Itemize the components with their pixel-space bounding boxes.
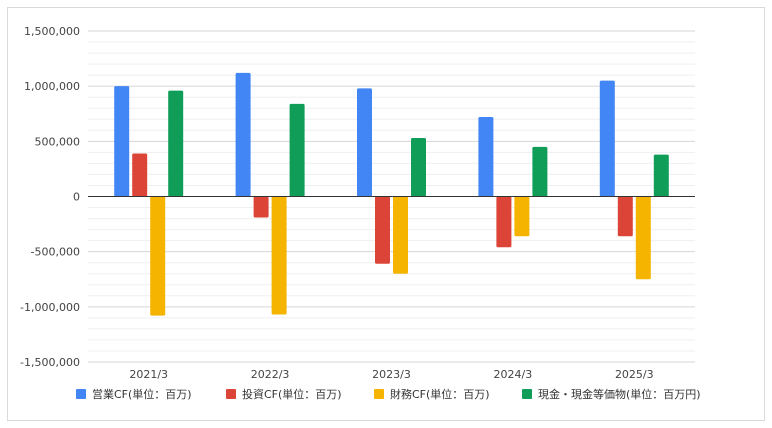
bar [617,196,633,237]
x-tick-label: 2023/3 [372,368,411,381]
x-tick-label: 2025/3 [615,368,654,381]
bar [635,196,651,280]
legend-swatch [226,389,236,399]
bar [393,196,408,274]
bar [168,90,184,197]
legend-swatch [76,389,86,399]
x-tick-label: 2024/3 [494,368,533,381]
y-axis: 1,500,000 1,000,000 500,000 0 -500,000 -1,000… [20,25,80,369]
bar [653,154,669,197]
bar [132,153,148,197]
legend-swatch [374,389,384,399]
bars [114,72,669,316]
bar [271,196,287,315]
y-tick-label: 500,000 [35,135,81,148]
legend-label: 現金・現金等価物(単位：百万円) [538,387,701,401]
y-tick-label: 1,000,000 [24,80,80,93]
bar [478,117,494,197]
bar [253,196,269,218]
gridlines [88,30,695,363]
y-tick-label: 0 [73,191,80,204]
legend: 営業CF(単位：百万) 投資CF(単位：百万) 財務CF(単位：百万) 現金・現金等価… [76,387,701,401]
y-tick-label: -1,000,000 [20,301,80,314]
legend-swatch [522,389,532,399]
legend-label: 営業CF(単位：百万) [92,387,192,401]
bar [514,196,530,237]
bar [289,103,305,197]
bar [150,196,166,316]
y-tick-label: -500,000 [31,246,80,259]
bar [235,72,251,197]
bar [496,196,512,248]
bar [599,80,615,197]
legend-label: 財務CF(単位：百万) [390,387,490,401]
bar [357,88,372,197]
bar [411,138,426,197]
bar [114,86,130,197]
x-axis: 2021/3 2022/3 2023/3 2024/3 2025/3 [88,196,695,381]
bar [532,146,548,197]
y-tick-label: 1,500,000 [24,25,80,38]
x-tick-label: 2022/3 [251,368,290,381]
legend-label: 投資CF(単位：百万) [242,387,342,401]
bar [375,196,390,264]
y-tick-label: -1,500,000 [20,356,80,369]
x-tick-label: 2021/3 [129,368,168,381]
